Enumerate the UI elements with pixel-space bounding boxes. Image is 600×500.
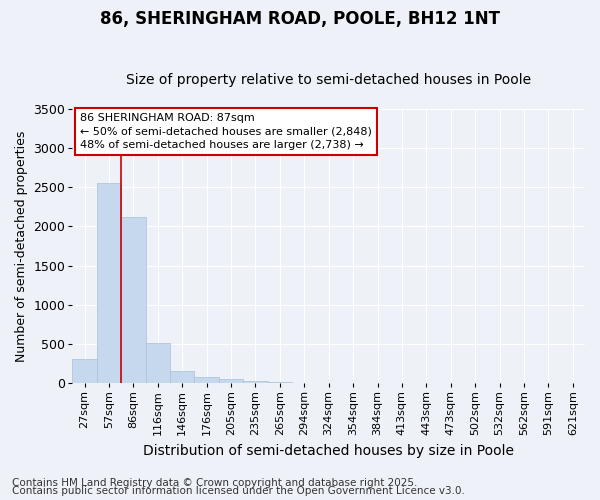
Text: 86, SHERINGHAM ROAD, POOLE, BH12 1NT: 86, SHERINGHAM ROAD, POOLE, BH12 1NT <box>100 10 500 28</box>
Bar <box>243 381 268 383</box>
Bar <box>97 184 121 383</box>
Y-axis label: Number of semi-detached properties: Number of semi-detached properties <box>15 130 28 362</box>
Bar <box>170 371 194 383</box>
Bar <box>219 379 243 383</box>
Bar <box>268 382 292 383</box>
Text: 86 SHERINGHAM ROAD: 87sqm
← 50% of semi-detached houses are smaller (2,848)
48% : 86 SHERINGHAM ROAD: 87sqm ← 50% of semi-… <box>80 113 372 150</box>
Title: Size of property relative to semi-detached houses in Poole: Size of property relative to semi-detach… <box>126 73 531 87</box>
Bar <box>146 343 170 383</box>
Bar <box>194 377 219 383</box>
Bar <box>73 359 97 383</box>
Bar <box>121 216 146 383</box>
Text: Contains public sector information licensed under the Open Government Licence v3: Contains public sector information licen… <box>12 486 465 496</box>
X-axis label: Distribution of semi-detached houses by size in Poole: Distribution of semi-detached houses by … <box>143 444 514 458</box>
Text: Contains HM Land Registry data © Crown copyright and database right 2025.: Contains HM Land Registry data © Crown c… <box>12 478 418 488</box>
